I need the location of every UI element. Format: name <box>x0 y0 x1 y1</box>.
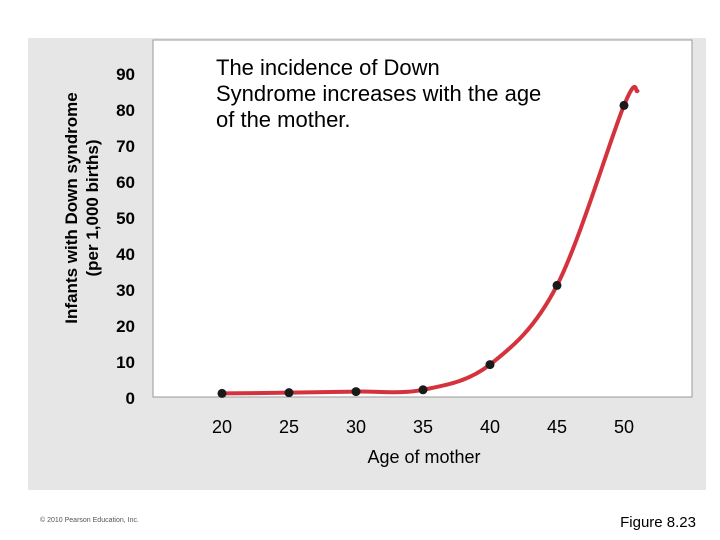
x-tick-label: 20 <box>212 417 232 437</box>
x-tick-label: 40 <box>480 417 500 437</box>
data-point <box>552 280 562 290</box>
data-point <box>351 387 361 397</box>
data-point <box>619 100 629 110</box>
y-tick-label: 90 <box>116 65 135 84</box>
y-tick-label: 10 <box>116 353 135 372</box>
data-point <box>418 385 428 395</box>
x-tick-label: 25 <box>279 417 299 437</box>
figure-label: Figure 8.23 <box>620 514 696 531</box>
y-tick-label: 70 <box>116 137 135 156</box>
data-point <box>485 360 495 370</box>
y-tick-label: 60 <box>116 173 135 192</box>
y-axis-label-line1: Infants with Down syndrome <box>62 92 81 324</box>
chart-annotation: The incidence of Down Syndrome increases… <box>216 55 542 132</box>
plot-area <box>152 39 693 398</box>
y-tick-label: 40 <box>116 245 135 264</box>
y-tick-label: 20 <box>116 317 135 336</box>
x-tick-label: 45 <box>547 417 567 437</box>
y-axis-label-line2: (per 1,000 births) <box>83 139 102 277</box>
x-tick-label: 35 <box>413 417 433 437</box>
data-point <box>217 388 227 398</box>
copyright-notice: © 2010 Pearson Education, Inc. <box>40 517 139 524</box>
y-tick-label: 0 <box>126 389 135 408</box>
y-axis-label: Infants with Down syndrome (per 1,000 bi… <box>61 92 103 323</box>
data-point <box>284 388 294 398</box>
y-tick-label: 80 <box>116 101 135 120</box>
x-tick-label: 30 <box>346 417 366 437</box>
series-line <box>220 84 640 396</box>
x-tick-label: 50 <box>614 417 634 437</box>
y-tick-label: 30 <box>116 281 135 300</box>
y-tick-label: 50 <box>116 209 135 228</box>
x-axis-label: Age of mother <box>367 447 480 467</box>
